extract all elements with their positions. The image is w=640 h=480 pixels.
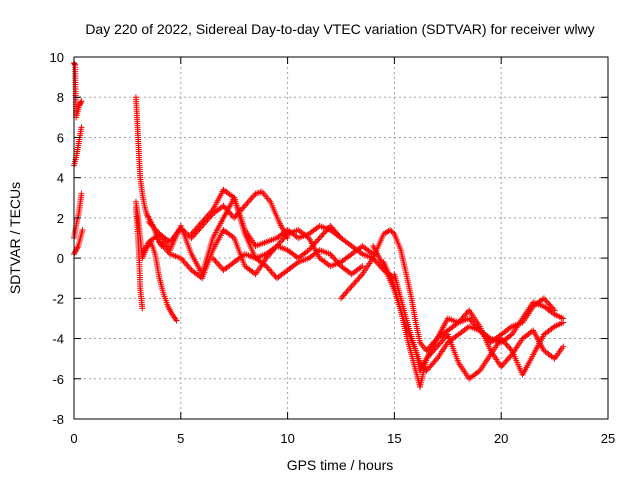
- x-tick-label: 5: [177, 431, 184, 446]
- y-tick-label: 10: [50, 50, 64, 65]
- series-track-5: [132, 94, 165, 250]
- data-point: [143, 210, 150, 217]
- data-points: [71, 60, 567, 390]
- data-point: [139, 305, 146, 312]
- data-point: [173, 317, 180, 324]
- axis-ticks: 0 5 10 15 20 25 -8 -6 -4 -2 0 2 4 6 8 10: [50, 50, 616, 446]
- x-tick-label: 15: [387, 431, 401, 446]
- x-tick-label: 10: [280, 431, 294, 446]
- plot-border: [73, 56, 609, 420]
- data-point: [74, 244, 81, 251]
- y-tick-label: 6: [57, 130, 64, 145]
- series-track-7: [132, 204, 146, 312]
- data-point: [144, 212, 151, 219]
- data-point: [560, 343, 567, 350]
- data-point: [78, 124, 85, 131]
- x-tick-label: 25: [601, 431, 615, 446]
- data-point: [72, 248, 79, 255]
- y-tick-label: 2: [57, 211, 64, 226]
- x-tick-label: 0: [70, 431, 77, 446]
- y-tick-label: -2: [52, 291, 64, 306]
- x-tick-label: 20: [494, 431, 508, 446]
- y-tick-label: -8: [52, 412, 64, 427]
- data-point: [71, 61, 78, 68]
- chart-title: Day 220 of 2022, Sidereal Day-to-day VTE…: [85, 21, 594, 37]
- data-point: [78, 98, 85, 105]
- series-track-16: [391, 271, 558, 374]
- data-point: [389, 229, 396, 236]
- data-point: [79, 226, 86, 233]
- series-track-10: [156, 226, 377, 282]
- y-tick-label: -6: [52, 372, 64, 387]
- data-point: [78, 190, 85, 197]
- data-point: [388, 228, 395, 235]
- data-point: [551, 307, 558, 314]
- data-point: [359, 263, 366, 270]
- y-tick-label: 8: [57, 90, 64, 105]
- data-point: [71, 249, 78, 256]
- series-track-12: [209, 247, 366, 282]
- y-axis-label: SDTVAR / TECUs: [7, 182, 23, 294]
- data-point: [387, 226, 394, 233]
- series-track-15: [380, 259, 567, 390]
- y-tick-label: -4: [52, 332, 64, 347]
- y-tick-label: 0: [57, 251, 64, 266]
- data-point: [73, 245, 80, 252]
- y-tick-label: 4: [57, 171, 64, 186]
- data-point: [560, 319, 567, 326]
- x-axis-label: GPS time / hours: [287, 457, 394, 473]
- data-point: [77, 99, 84, 106]
